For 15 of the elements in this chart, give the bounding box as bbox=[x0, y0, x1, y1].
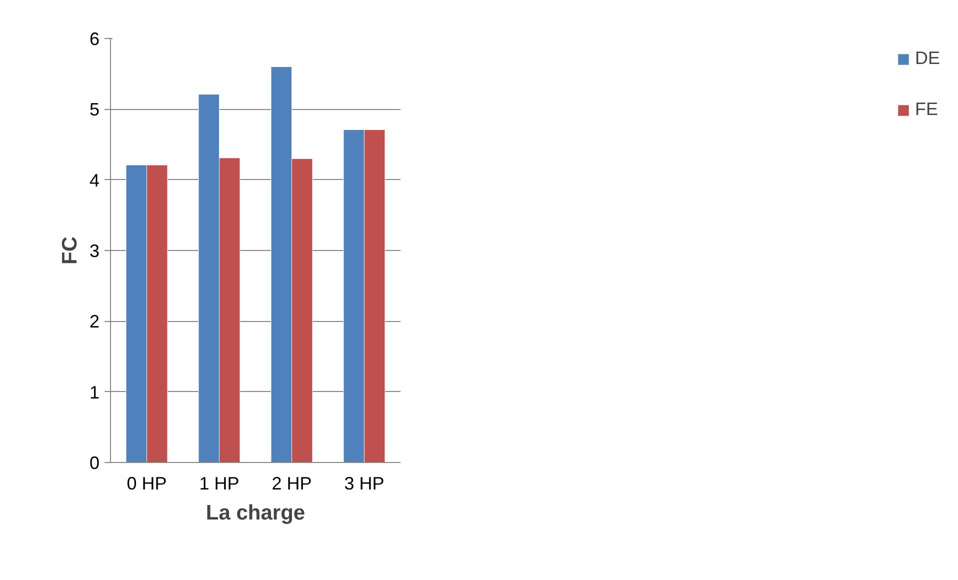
y-axis-title: FC bbox=[58, 236, 82, 264]
x-tick-label: 3 HP bbox=[344, 474, 384, 494]
y-tick-label: 2 bbox=[89, 312, 100, 332]
y-tick-label: 6 bbox=[89, 29, 100, 49]
x-axis-title: La charge bbox=[206, 502, 306, 524]
x-tick-label: 0 HP bbox=[126, 474, 167, 494]
legend-label: FE bbox=[914, 99, 938, 120]
y-tick-label: 5 bbox=[89, 100, 100, 120]
y-tick-label: 4 bbox=[89, 170, 100, 190]
y-tick-label: 1 bbox=[89, 382, 100, 402]
x-tick-label: 2 HP bbox=[272, 474, 312, 494]
y-tick-label: 0 bbox=[89, 453, 100, 473]
x-tick-label: 1 HP bbox=[199, 474, 240, 494]
y-tick-label: 3 bbox=[89, 241, 100, 261]
legend-label: DE bbox=[914, 48, 940, 69]
